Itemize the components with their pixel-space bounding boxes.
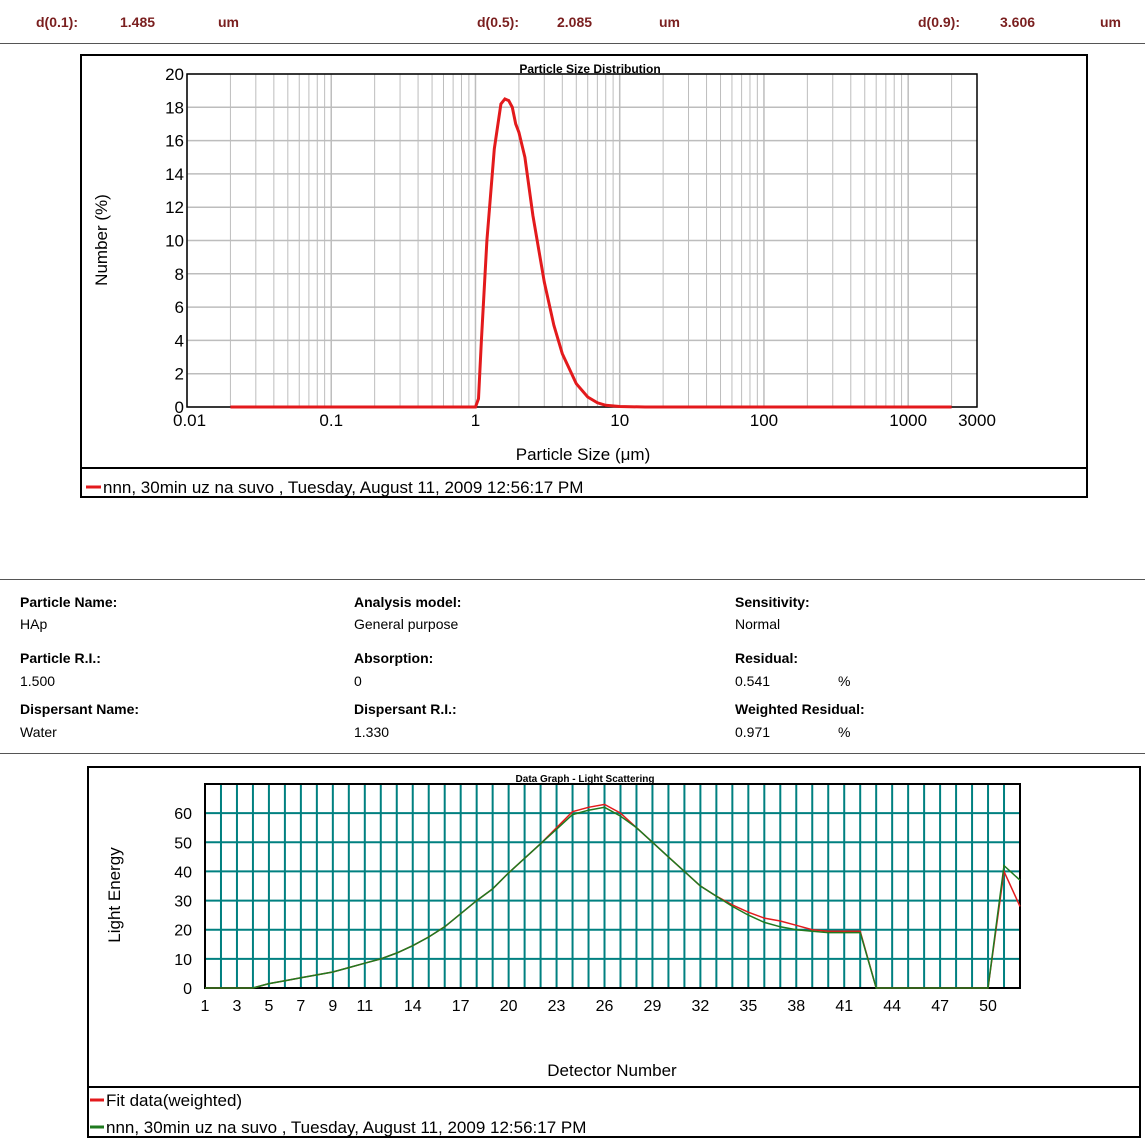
dispersant-name-value: Water	[20, 724, 57, 740]
ls-x-tick-label: 9	[328, 998, 337, 1015]
d50-label: d(0.5):	[477, 14, 519, 30]
top-divider	[0, 43, 1145, 44]
ls-x-tick-label: 3	[233, 998, 242, 1015]
ls-x-tick-label: 35	[739, 998, 757, 1015]
ls-title: Data Graph - Light Scattering	[516, 774, 655, 785]
psd-x-tick-label: 1	[471, 411, 480, 430]
psd-x-tick-label: 3000	[958, 411, 996, 430]
ls-x-tick-label: 11	[356, 998, 373, 1015]
ls-x-tick-label: 1	[201, 998, 210, 1015]
residual-unit: %	[838, 673, 851, 689]
psd-ylabel: Number (%)	[92, 194, 111, 286]
ls-x-tick-label: 26	[596, 998, 614, 1015]
particle-name-label: Particle Name:	[20, 594, 118, 610]
psd-y-tick-label: 2	[175, 365, 184, 384]
psd-y-tick-label: 12	[165, 198, 184, 217]
ls-x-tick-label: 5	[264, 998, 273, 1015]
residual-value: 0.541	[735, 673, 771, 689]
info-top-divider	[0, 579, 1145, 580]
psd-x-tick-label: 0.01	[173, 411, 206, 430]
weighted-residual-label: Weighted Residual:	[735, 701, 865, 717]
psd-y-tick-label: 4	[175, 331, 184, 350]
d90-value: 3.606	[1000, 14, 1036, 30]
ls-x-tick-label: 20	[500, 998, 518, 1015]
ls-series-measured-line	[205, 806, 1021, 989]
ls-x-tick-label: 14	[404, 998, 422, 1015]
ls-x-tick-label: 50	[979, 998, 997, 1015]
absorption-value: 0	[354, 673, 362, 689]
weighted-residual-value: 0.971	[735, 724, 771, 740]
ls-xlabel: Detector Number	[547, 1061, 677, 1080]
weighted-residual-unit: %	[838, 724, 851, 740]
d50-value: 2.085	[557, 14, 593, 30]
ls-frame	[87, 766, 1141, 1138]
sensitivity-label: Sensitivity:	[735, 594, 810, 610]
psd-xlabel: Particle Size (μm)	[516, 445, 650, 464]
d90-unit: um	[1100, 14, 1121, 30]
ls-x-tick-label: 7	[296, 998, 305, 1015]
ls-x-tick-label: 32	[691, 998, 709, 1015]
dispersant-ri-value: 1.330	[354, 724, 390, 740]
psd-plot-border	[186, 73, 978, 408]
ls-y-tick-label: 60	[174, 806, 192, 823]
ls-x-tick-label: 47	[931, 998, 949, 1015]
psd-y-tick-label: 18	[165, 98, 184, 117]
psd-frame	[80, 54, 1088, 498]
particle-name-value: HAp	[20, 616, 48, 632]
info-bottom-divider	[0, 753, 1145, 754]
ls-plot-border	[204, 783, 1021, 989]
dispersant-ri-label: Dispersant R.I.:	[354, 701, 457, 717]
ls-grid	[204, 784, 1021, 989]
absorption-label: Absorption:	[354, 650, 434, 666]
psd-x-tick-label: 1000	[889, 411, 927, 430]
ls-y-tick-label: 10	[174, 952, 192, 969]
psd-x-tick-label: 100	[750, 411, 778, 430]
d10-unit: um	[218, 14, 239, 30]
psd-x-ticks: 0.01 0.1 1 10 100 1000 3000	[173, 411, 996, 430]
ls-legend-label-measured: nnn, 30min uz na suvo , Tuesday, August …	[106, 1118, 586, 1137]
sensitivity-value: Normal	[735, 616, 781, 632]
psd-title: Particle Size Distribution	[519, 62, 660, 76]
ls-y-tick-label: 30	[174, 894, 192, 911]
ls-x-tick-label: 38	[787, 998, 805, 1015]
ls-x-tick-label: 29	[644, 998, 662, 1015]
ls-y-tick-label: 20	[174, 923, 192, 940]
ls-legend-label-fit: Fit data(weighted)	[106, 1091, 242, 1110]
residual-label: Residual:	[735, 650, 799, 666]
psd-series-line	[230, 97, 952, 409]
ls-y-tick-label: 40	[174, 864, 192, 881]
dispersant-name-label: Dispersant Name:	[20, 701, 140, 717]
psd-x-tick-label: 10	[610, 411, 629, 430]
d90-label: d(0.9):	[918, 14, 960, 30]
d10-label: d(0.1):	[36, 14, 78, 30]
psd-y-tick-label: 6	[175, 298, 184, 317]
analysis-model-value: General purpose	[354, 616, 459, 632]
ls-y-tick-label: 0	[183, 981, 192, 998]
ls-x-tick-label: 17	[452, 998, 470, 1015]
psd-y-tick-label: 14	[165, 165, 184, 184]
ls-x-ticks: 1 3 5 7 9 11 14 17 20 23 26 29 32 35 38 41 44 47 50	[201, 998, 997, 1015]
ls-y-tick-label: 50	[174, 835, 192, 852]
psd-y-ticks: 0 2 4 6 8 10 12 14 16 18 20	[165, 65, 184, 417]
ls-x-tick-label: 23	[548, 998, 566, 1015]
psd-y-tick-label: 0	[175, 398, 184, 417]
ls-x-tick-label: 41	[835, 998, 853, 1015]
psd-legend-label: nnn, 30min uz na suvo , Tuesday, August …	[103, 478, 583, 497]
ls-x-tick-label: 44	[883, 998, 901, 1015]
psd-y-tick-label: 20	[165, 65, 184, 84]
d10-value: 1.485	[120, 14, 156, 30]
particle-ri-value: 1.500	[20, 673, 56, 689]
ls-y-ticks: 0 10 20 30 40 50 60	[174, 806, 192, 998]
d50-unit: um	[659, 14, 680, 30]
ls-ylabel: Light Energy	[105, 847, 124, 943]
psd-y-tick-label: 16	[165, 132, 184, 151]
particle-ri-label: Particle R.I.:	[20, 650, 101, 666]
psd-y-tick-label: 10	[165, 232, 184, 251]
psd-y-tick-label: 8	[175, 265, 184, 284]
analysis-model-label: Analysis model:	[354, 594, 462, 610]
psd-x-tick-label: 0.1	[319, 411, 343, 430]
